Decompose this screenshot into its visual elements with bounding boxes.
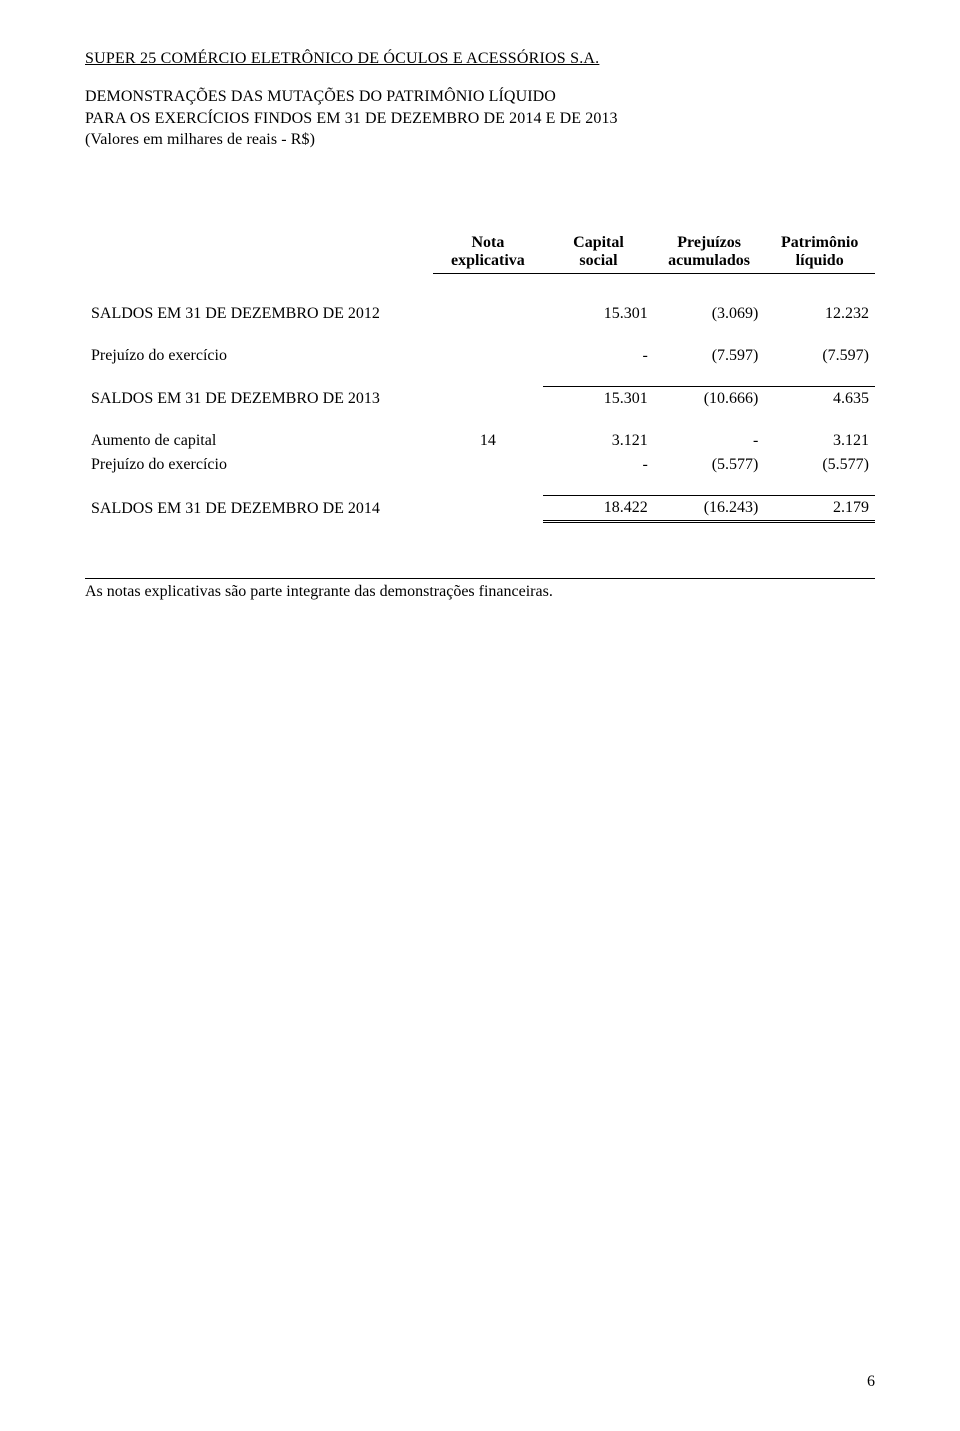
col-header-note-l2: explicativa bbox=[439, 252, 538, 270]
cell-losses: (7.597) bbox=[654, 344, 765, 368]
company-title: SUPER 25 COMÉRCIO ELETRÔNICO DE ÓCULOS E… bbox=[85, 50, 875, 68]
cell-capital: 18.422 bbox=[543, 495, 654, 521]
footnote-rule bbox=[85, 578, 875, 579]
row-aumento-capital: Aumento de capital 14 3.121 - 3.121 bbox=[85, 429, 875, 453]
cell-equity: 12.232 bbox=[764, 302, 875, 326]
heading-line-2: PARA OS EXERCÍCIOS FINDOS EM 31 DE DEZEM… bbox=[85, 108, 875, 130]
row-prejuizo-2014: Prejuízo do exercício - (5.577) (5.577) bbox=[85, 453, 875, 477]
report-heading-block: DEMONSTRAÇÕES DAS MUTAÇÕES DO PATRIMÔNIO… bbox=[85, 86, 875, 151]
cell-capital: 3.121 bbox=[543, 429, 654, 453]
row-saldos-2014: SALDOS EM 31 DE DEZEMBRO DE 2014 18.422 … bbox=[85, 495, 875, 521]
col-header-note-l1: Nota bbox=[439, 234, 538, 252]
cell-equity: (7.597) bbox=[764, 344, 875, 368]
col-header-capital-l1: Capital bbox=[549, 234, 648, 252]
cell-label: Prejuízo do exercício bbox=[85, 453, 433, 477]
col-header-losses: Prejuízos acumulados bbox=[654, 231, 765, 274]
cell-label: Aumento de capital bbox=[85, 429, 433, 453]
cell-note bbox=[433, 386, 544, 411]
col-header-capital-l2: social bbox=[549, 252, 648, 270]
heading-line-1: DEMONSTRAÇÕES DAS MUTAÇÕES DO PATRIMÔNIO… bbox=[85, 86, 875, 108]
cell-capital: - bbox=[543, 453, 654, 477]
cell-losses: (5.577) bbox=[654, 453, 765, 477]
col-header-equity: Patrimônio líquido bbox=[764, 231, 875, 274]
page-number: 6 bbox=[867, 1373, 875, 1391]
cell-equity: 3.121 bbox=[764, 429, 875, 453]
cell-capital: - bbox=[543, 344, 654, 368]
cell-losses: - bbox=[654, 429, 765, 453]
cell-note bbox=[433, 453, 544, 477]
cell-note bbox=[433, 302, 544, 326]
col-header-losses-l1: Prejuízos bbox=[660, 234, 759, 252]
cell-capital: 15.301 bbox=[543, 302, 654, 326]
row-prejuizo-2013: Prejuízo do exercício - (7.597) (7.597) bbox=[85, 344, 875, 368]
cell-equity: 4.635 bbox=[764, 386, 875, 411]
footnote-text: As notas explicativas são parte integran… bbox=[85, 583, 875, 601]
cell-note: 14 bbox=[433, 429, 544, 453]
cell-note bbox=[433, 344, 544, 368]
cell-label: SALDOS EM 31 DE DEZEMBRO DE 2013 bbox=[85, 386, 433, 411]
page: SUPER 25 COMÉRCIO ELETRÔNICO DE ÓCULOS E… bbox=[0, 0, 960, 1431]
cell-equity: 2.179 bbox=[764, 495, 875, 521]
cell-losses: (16.243) bbox=[654, 495, 765, 521]
cell-equity: (5.577) bbox=[764, 453, 875, 477]
equity-changes-table: Nota explicativa Capital social Prejuízo… bbox=[85, 231, 875, 523]
heading-line-3: (Valores em milhares de reais - R$) bbox=[85, 129, 875, 151]
row-saldos-2013: SALDOS EM 31 DE DEZEMBRO DE 2013 15.301 … bbox=[85, 386, 875, 411]
cell-losses: (3.069) bbox=[654, 302, 765, 326]
cell-losses: (10.666) bbox=[654, 386, 765, 411]
cell-label: SALDOS EM 31 DE DEZEMBRO DE 2014 bbox=[85, 495, 433, 521]
col-header-capital: Capital social bbox=[543, 231, 654, 274]
cell-label: SALDOS EM 31 DE DEZEMBRO DE 2012 bbox=[85, 302, 433, 326]
cell-label: Prejuízo do exercício bbox=[85, 344, 433, 368]
col-header-equity-l2: líquido bbox=[770, 252, 869, 270]
col-header-equity-l1: Patrimônio bbox=[770, 234, 869, 252]
col-header-losses-l2: acumulados bbox=[660, 252, 759, 270]
col-header-note: Nota explicativa bbox=[433, 231, 544, 274]
cell-capital: 15.301 bbox=[543, 386, 654, 411]
cell-note bbox=[433, 495, 544, 521]
row-saldos-2012: SALDOS EM 31 DE DEZEMBRO DE 2012 15.301 … bbox=[85, 302, 875, 326]
table-header-row: Nota explicativa Capital social Prejuízo… bbox=[85, 231, 875, 274]
